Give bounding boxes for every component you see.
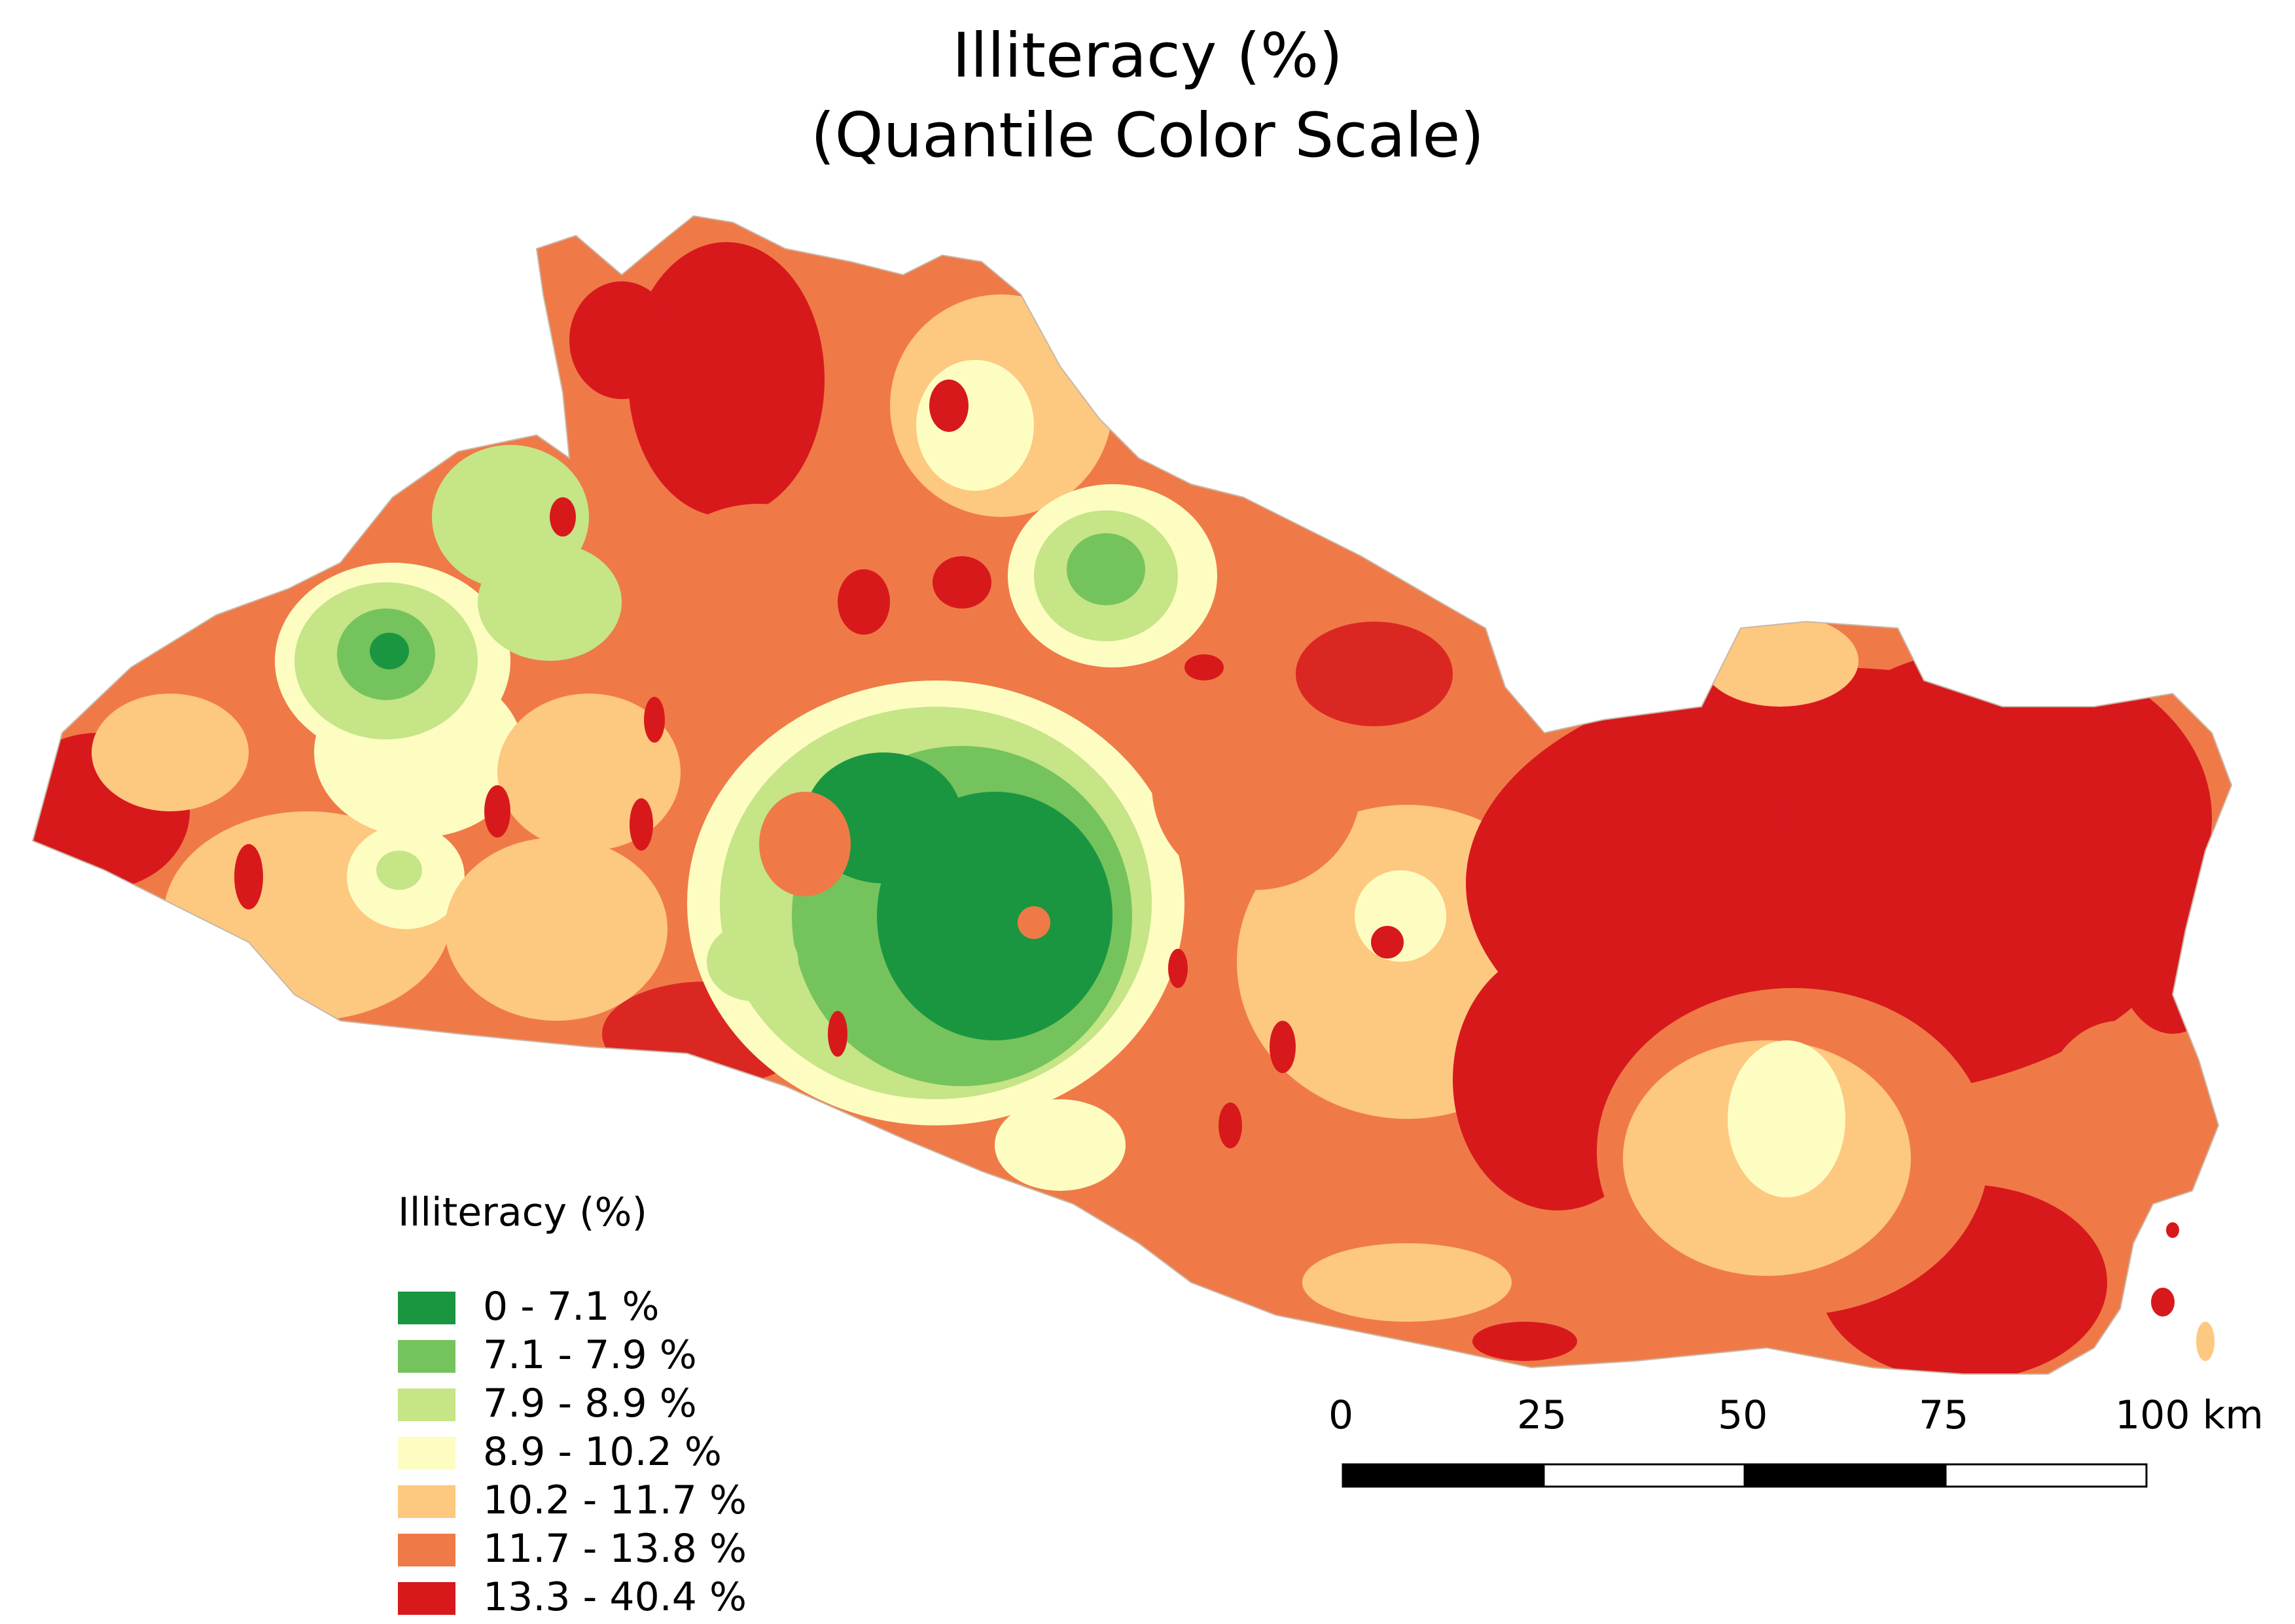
scale-label-25: 25	[1517, 1392, 1567, 1438]
legend-swatch	[398, 1582, 455, 1615]
scale-label-0: 0	[1328, 1392, 1354, 1438]
legend-swatch	[398, 1437, 455, 1470]
legend-label: 8.9 - 10.2 %	[483, 1429, 722, 1475]
legend-label: 11.7 - 13.8 %	[483, 1526, 747, 1572]
scale-label-50: 50	[1718, 1392, 1768, 1438]
legend-label: 7.9 - 8.9 %	[483, 1381, 697, 1426]
scale-bar	[1342, 1463, 2148, 1488]
map-subtitle: (Quantile Color Scale)	[810, 100, 1485, 171]
legend-label: 10.2 - 11.7 %	[483, 1477, 747, 1523]
legend-swatch	[398, 1388, 455, 1421]
legend-swatch	[398, 1340, 455, 1373]
scale-label-100km: 100 km	[2115, 1392, 2264, 1438]
legend-swatch	[398, 1292, 455, 1324]
legend-title: Illiteracy (%)	[398, 1190, 647, 1235]
map-title: Illiteracy (%)	[952, 20, 1343, 92]
legend-label: 7.1 - 7.9 %	[483, 1332, 697, 1378]
island	[2151, 1288, 2175, 1316]
legend-swatch	[398, 1534, 455, 1566]
legend-swatch	[398, 1485, 455, 1518]
legend-label: 0 - 7.1 %	[483, 1284, 660, 1330]
island	[2196, 1322, 2215, 1361]
scale-label-75: 75	[1919, 1392, 1969, 1438]
island	[2166, 1222, 2179, 1238]
legend-label: 13.3 - 40.4 %	[483, 1574, 747, 1620]
